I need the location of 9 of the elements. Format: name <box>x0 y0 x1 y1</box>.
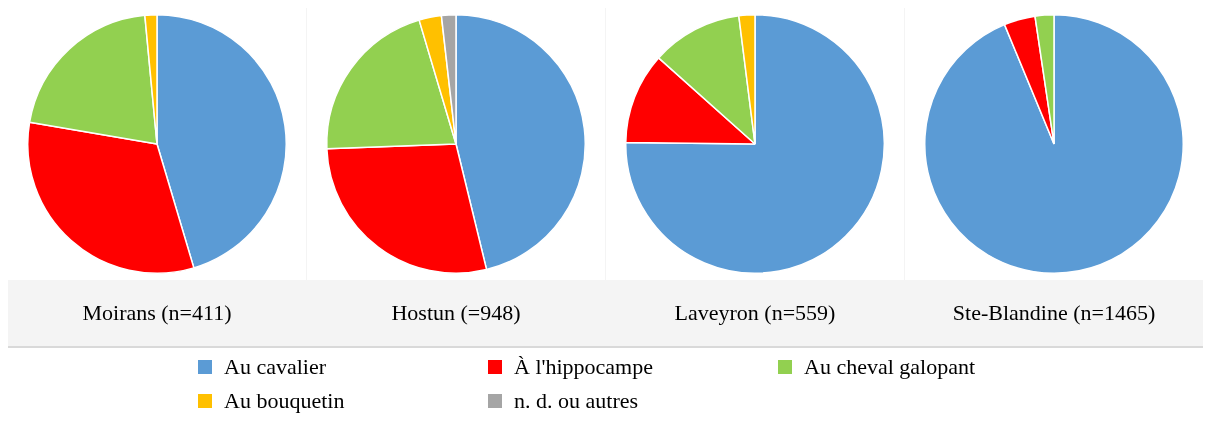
legend-label: À l'hippocampe <box>514 354 653 380</box>
legend-label: Au cavalier <box>224 354 326 380</box>
text: Laveyron (n=559) <box>674 299 836 327</box>
text: Moirans (n=411) <box>82 299 232 327</box>
text: Ste-Blandine (n=1465) <box>952 299 1156 327</box>
legend-label: n. d. ou autres <box>514 388 639 414</box>
text: Hostun (=948) <box>391 299 521 327</box>
legend-label: Au bouquetin <box>224 388 345 414</box>
legend-label: Au cheval galopant <box>804 354 976 380</box>
